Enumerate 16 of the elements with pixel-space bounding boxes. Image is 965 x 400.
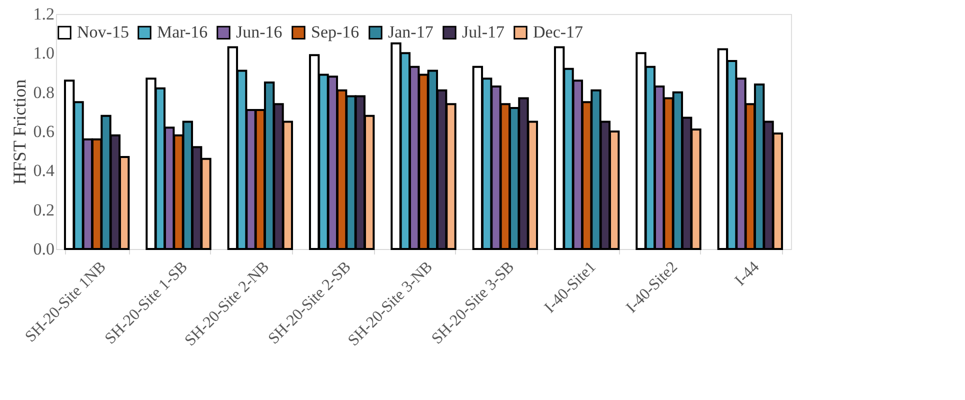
legend-label: Mar-16: [157, 22, 208, 42]
y-tick-label: 0.2: [33, 200, 54, 220]
legend-label: Jun-16: [236, 22, 282, 42]
y-axis-title: HFST Friction: [9, 79, 30, 185]
legend-label: Nov-15: [77, 22, 129, 42]
y-tick-label: 0.4: [33, 161, 55, 180]
legend-label: Jul-17: [462, 22, 505, 42]
y-tick-label: 0.0: [33, 240, 54, 258]
legend-label: Sep-16: [311, 22, 360, 42]
x-tick-label: I-44: [732, 258, 763, 290]
y-tick-label: 0.8: [33, 82, 54, 102]
y-tick-label: 0.6: [33, 122, 54, 141]
legend-label: Dec-17: [533, 22, 584, 42]
legend-label: Jan-17: [388, 22, 434, 42]
y-tick-label: 1.2: [33, 4, 54, 24]
y-tick-label: 1.0: [33, 44, 54, 63]
